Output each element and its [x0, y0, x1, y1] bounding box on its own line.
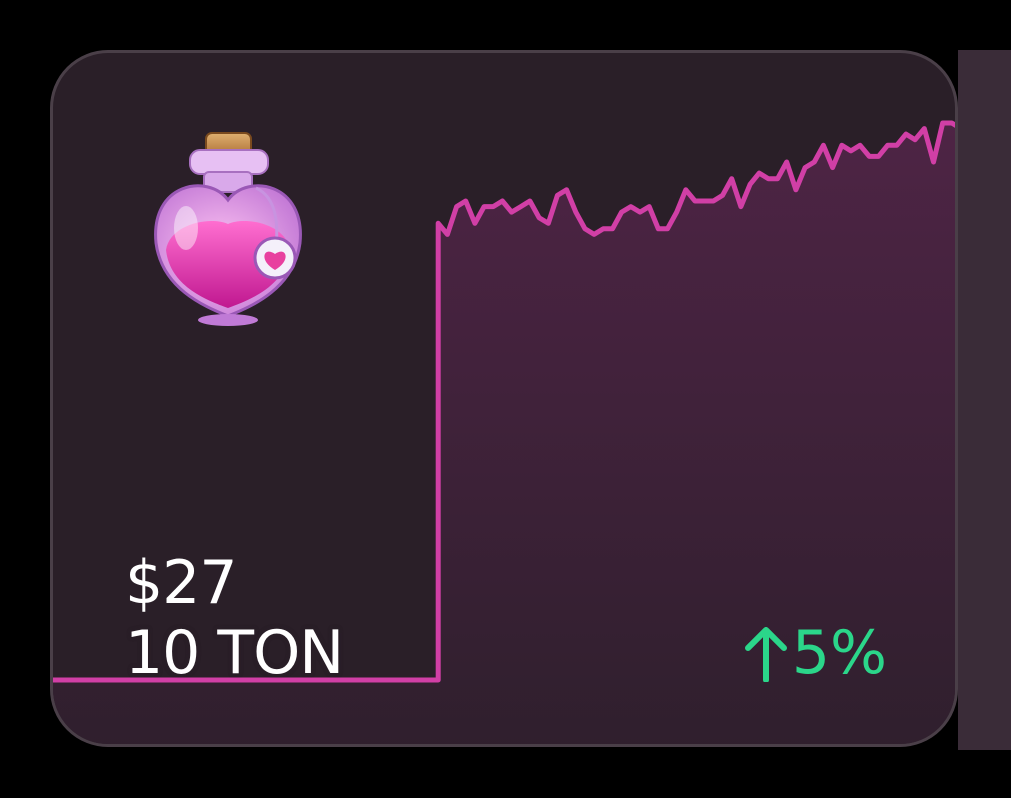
- price-change-percent: 5%: [791, 618, 887, 688]
- love-potion-icon: [154, 132, 302, 326]
- price-change-badge: 5%: [744, 623, 887, 683]
- price-ton: 10 TON: [125, 618, 344, 688]
- chart-area-fill: [53, 123, 955, 744]
- arrow-up-icon: [744, 627, 787, 682]
- gift-price-card[interactable]: $27 10 TON 5%: [50, 50, 958, 747]
- background-strip: [958, 50, 1011, 750]
- price-chart: [53, 120, 955, 744]
- chart-series-line: [53, 120, 955, 683]
- price-usd: $27: [125, 548, 238, 618]
